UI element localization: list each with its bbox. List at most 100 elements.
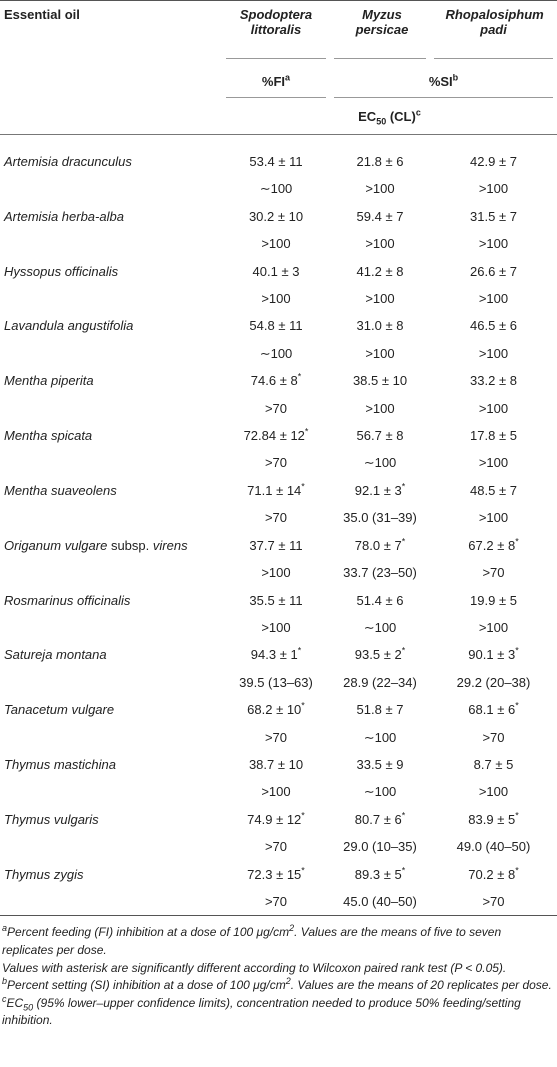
activity-cell: 8.7 ± 5 [430,751,557,778]
text: Mentha suaveolens [4,482,117,498]
activity-cell: 31.5 ± 7 [430,203,557,230]
ec50-cell: 45.0 (40–50) [330,888,430,916]
text: (CL) [389,108,416,124]
text: Thymus zygis [4,866,84,882]
species-name: Spodoptera littoralis [228,7,324,37]
text: >70 [264,510,288,526]
oil-name: Origanum vulgare subsp. virens [0,532,222,559]
ec50-cell: 33.7 (23–50) [330,559,430,586]
text: subsp. [110,537,150,553]
superscript: * [515,536,519,547]
ec50-cell: >100 [222,614,330,641]
header-cell: Myzus persicae [330,1,430,67]
empty-cell [0,614,222,641]
text: 31.5 ± 7 [470,208,517,224]
data-row: Origanum vulgare subsp. virens 37.7 ± 11 7… [0,532,557,559]
text: >70 [482,729,505,745]
ec50-cell: >70 [222,724,330,751]
footnote: bPercent setting (SI) inhibition at a do… [2,977,555,995]
empty-cell [0,175,222,202]
activity-cell: 17.8 ± 5 [430,422,557,449]
oil-name: Thymus vulgaris [0,806,222,833]
text: 17.8 ± 5 [470,428,517,444]
ec50-cell: >100 [222,230,330,257]
text: >70 [264,400,288,416]
empty-cell [0,449,222,476]
data-row: ∼100 >100 >100 [0,340,557,367]
empty-cell [0,395,222,422]
text: Rhopalosiphum padi [445,7,544,37]
text: 51.8 ± 7 [356,702,404,718]
text: Artemisia dracunculus [4,154,132,169]
data-row: Thymus mastichina 38.7 ± 10 33.5 ± 9 8.7 ± … [0,751,557,778]
superscript: a [2,923,8,934]
oil-name: Tanacetum vulgare [0,696,222,723]
text: ∼100 [363,619,397,635]
text: 30.2 ± 10 [248,208,304,224]
activity-cell: 72.3 ± 15* [222,861,330,888]
empty-cell [0,724,222,751]
text: >100 [478,510,509,526]
ec50-cell: ∼100 [330,614,430,641]
ec50-cell: >100 [430,449,557,476]
activity-cell: 92.1 ± 3* [330,477,430,504]
text: 56.7 ± 8 [356,428,404,444]
superscript: * [515,645,519,656]
ec50-cell: ∼100 [330,449,430,476]
oil-name: Thymus zygis [0,861,222,888]
activity-cell: 71.1 ± 14* [222,477,330,504]
text: ∼100 [259,181,293,197]
activity-cell: 68.2 ± 10* [222,696,330,723]
data-row: Satureja montana 94.3 ± 1* 93.5 ± 2* 90.1 ±… [0,641,557,668]
subscript: 50 [23,1002,34,1013]
text: 80.7 ± 6 [354,811,402,827]
text: >70 [264,839,288,855]
text: >100 [365,291,395,307]
activity-cell: 74.6 ± 8* [222,367,330,394]
data-row: >100 >100 >100 [0,285,557,312]
text: 74.6 ± 8 [250,373,298,389]
text: 45.0 (40–50) [343,893,417,909]
superscript: b [452,72,459,83]
text: 92.1 ± 3 [354,482,402,498]
data-row: Mentha spicata 72.84 ± 12* 56.7 ± 8 17.8 ± … [0,422,557,449]
text: Values with asterisk are significantly d… [2,960,507,975]
footnote: cEC50 (95% lower–upper confidence limits… [2,994,555,1030]
text: 68.2 ± 10 [247,702,302,718]
text: >70 [264,455,288,471]
ec50-cell: >70 [222,504,330,531]
data-row: >70 >100 >100 [0,395,557,422]
species-name: Myzus persicae [334,7,430,37]
text: >100 [365,400,395,416]
text: >100 [478,236,509,252]
text: >100 [478,181,509,197]
empty-cell [0,66,222,98]
activity-cell: 38.7 ± 10 [222,751,330,778]
oil-name: Mentha suaveolens [0,477,222,504]
text: Mentha piperita [4,373,94,389]
ec50-cell: >100 [330,395,430,422]
empty-cell [0,778,222,805]
superscript: * [401,645,406,656]
ec50-cell: >100 [330,340,430,367]
text: Hyssopus officinalis [4,263,119,279]
oil-name: Lavandula angustifolia [0,312,222,339]
text: 41.2 ± 8 [356,263,404,279]
data-row: Rosmarinus officinalis 35.5 ± 11 51.4 ± 6 1… [0,587,557,614]
superscript: * [401,481,406,492]
ec50-cell: >100 [222,285,330,312]
text: Artemisia herba-alba [4,208,124,224]
activity-cell: 93.5 ± 2* [330,641,430,668]
ec50-cell: 49.0 (40–50) [430,833,557,860]
data-table: Essential oil Spodoptera littoralis Myzus … [0,0,557,917]
text: 94.3 ± 1 [250,647,298,663]
superscript: 2 [285,976,291,987]
ec50-cell: 35.0 (31–39) [330,504,430,531]
superscript: b [2,976,8,987]
oil-name: Mentha piperita [0,367,222,394]
activity-cell: 51.8 ± 7 [330,696,430,723]
empty-cell [0,559,222,586]
activity-cell: 31.0 ± 8 [330,312,430,339]
text: Lavandula angustifolia [4,318,134,334]
ec50-cell: >70 [222,395,330,422]
